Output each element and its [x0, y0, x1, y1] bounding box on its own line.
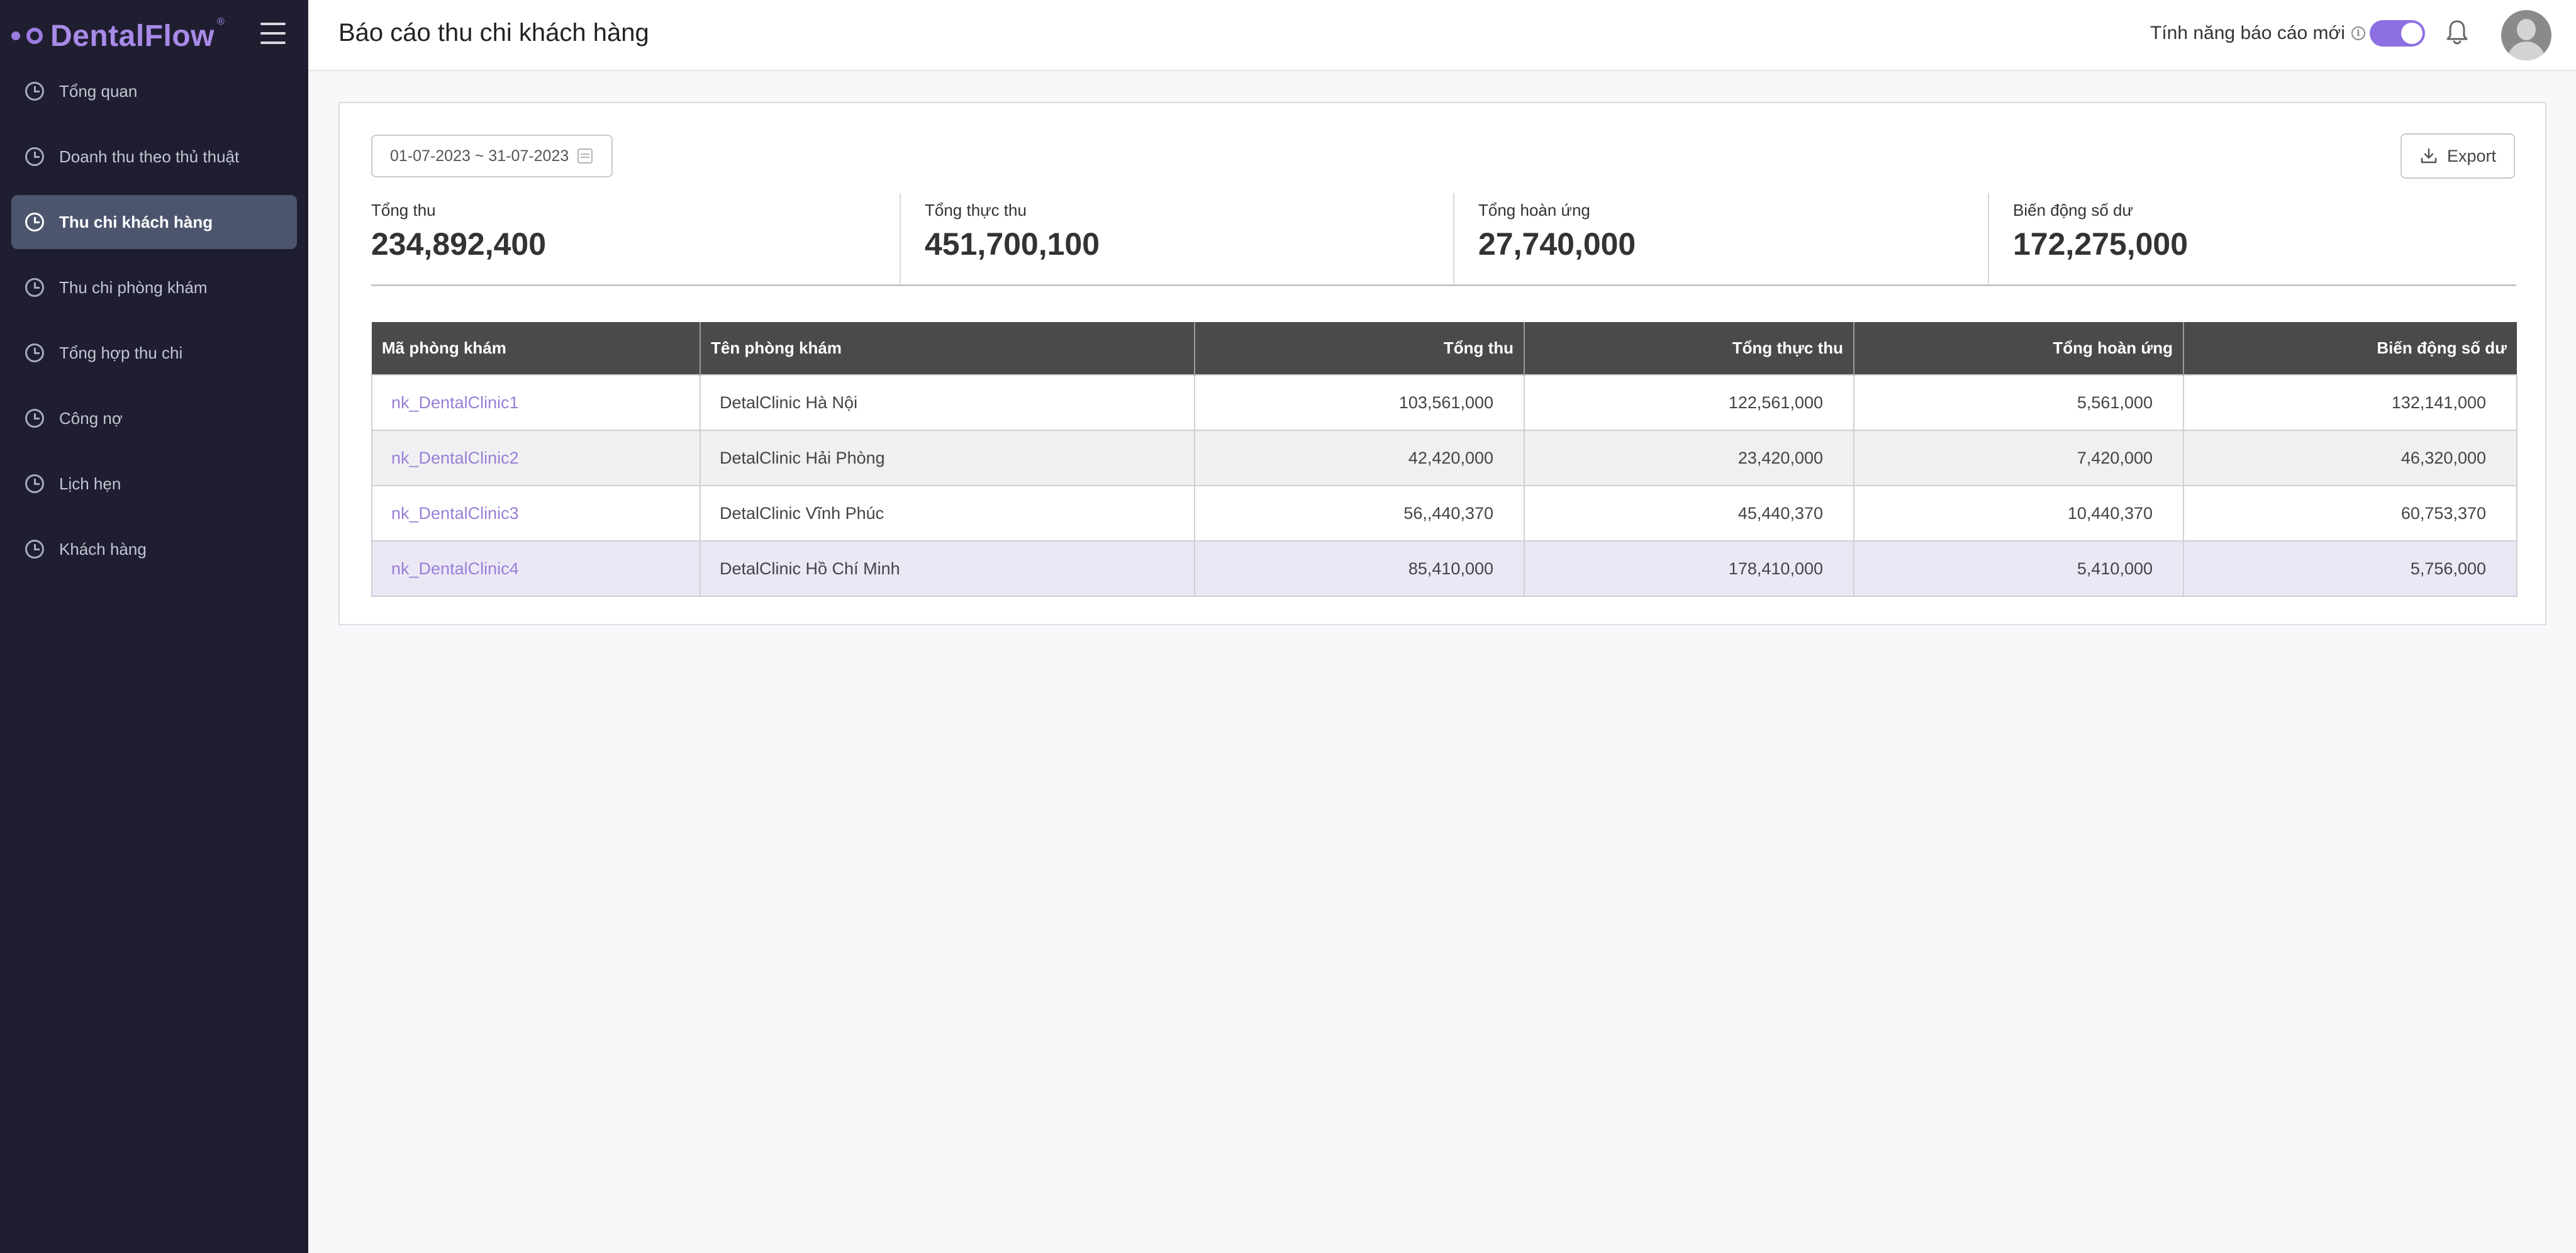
export-button[interactable]: Export	[2400, 133, 2515, 179]
sidebar-item-label: Khách hàng	[59, 539, 147, 559]
clock-icon	[25, 474, 44, 493]
stat-tong-hoan-ung: Tổng hoàn ứng 27,740,000	[1478, 188, 1982, 284]
user-avatar[interactable]	[2501, 10, 2551, 60]
column-header-ma-phong-kham[interactable]: Mã phòng khám	[372, 322, 701, 375]
stat-value: 27,740,000	[1478, 226, 1636, 262]
clinic-name: DetalClinic Vĩnh Phúc	[700, 485, 1195, 542]
column-header-bien-dong-so-du[interactable]: Biến động số dư	[2183, 322, 2517, 375]
stat-value: 234,892,400	[371, 226, 547, 262]
brand-name: DentalFlow	[50, 19, 215, 53]
info-icon[interactable]: i	[2351, 26, 2365, 40]
feature-label-text: Tính năng báo cáo mới	[2150, 23, 2345, 43]
stat-bien-dong-so-du: Biến động số dư 172,275,000	[2013, 188, 2516, 284]
sidebar-item-khach-hang[interactable]: Khách hàng	[11, 522, 297, 576]
sidebar-item-tong-quan[interactable]: Tổng quan	[11, 64, 297, 118]
sidebar-item-label: Lịch hẹn	[59, 474, 121, 493]
sidebar-item-label: Tổng quan	[59, 81, 138, 101]
sidebar-item-thu-chi-khach-hang[interactable]: Thu chi khách hàng	[11, 195, 297, 249]
cell-bien-dong-so-du: 60,753,370	[2183, 485, 2517, 542]
stat-label: Tổng thực thu	[925, 201, 1027, 220]
cell-tong-thu: 85,410,000	[1194, 540, 1525, 597]
sidebar-nav: Tổng quan Doanh thu theo thủ thuật Thu c…	[11, 64, 297, 588]
download-icon	[2421, 148, 2437, 164]
stat-value: 451,700,100	[925, 226, 1100, 262]
cell-bien-dong-so-du: 132,141,000	[2183, 374, 2517, 431]
sidebar-item-tong-hop-thu-chi[interactable]: Tổng hợp thu chi	[11, 326, 297, 380]
sidebar-item-doanh-thu-theo-thu-thuat[interactable]: Doanh thu theo thủ thuật	[11, 130, 297, 184]
column-header-ten-phong-kham[interactable]: Tên phòng khám	[700, 322, 1195, 375]
clock-icon	[25, 540, 44, 559]
stat-tong-thuc-thu: Tổng thực thu 451,700,100	[925, 188, 1453, 284]
clock-icon	[25, 82, 44, 101]
stat-divider	[900, 193, 901, 284]
cell-tong-hoan-ung: 7,420,000	[1853, 430, 2184, 486]
sidebar-item-label: Doanh thu theo thủ thuật	[59, 147, 240, 166]
cell-tong-thu: 103,561,000	[1194, 374, 1525, 431]
stat-value: 172,275,000	[2013, 226, 2188, 262]
sidebar-item-label: Thu chi khách hàng	[59, 212, 213, 231]
sidebar-item-label: Thu chi phòng khám	[59, 277, 208, 297]
clock-icon	[25, 409, 44, 428]
column-header-tong-thuc-thu[interactable]: Tổng thực thu	[1524, 322, 1854, 375]
brand-registered-mark: ®	[217, 16, 225, 27]
hamburger-menu-icon[interactable]	[260, 23, 286, 44]
column-header-tong-thu[interactable]: Tổng thu	[1195, 322, 1525, 375]
table-row: nk_DentalClinic1 DetalClinic Hà Nội 103,…	[371, 374, 2517, 431]
clinic-table: Mã phòng khám Tên phòng khám Tổng thu Tổ…	[371, 322, 2517, 597]
stat-label: Biến động số dư	[2013, 201, 2133, 220]
table-header-row: Mã phòng khám Tên phòng khám Tổng thu Tổ…	[372, 322, 2517, 375]
cell-bien-dong-so-du: 46,320,000	[2183, 430, 2517, 486]
clinic-name: DetalClinic Hà Nội	[700, 374, 1195, 431]
stat-tong-thu: Tổng thu 234,892,400	[371, 188, 900, 284]
stat-divider	[1453, 193, 1454, 284]
clinic-code-link[interactable]: nk_DentalClinic4	[371, 540, 701, 597]
report-card: 01-07-2023 ~ 31-07-2023 Export Tổng thu …	[338, 102, 2546, 625]
date-range-picker[interactable]: 01-07-2023 ~ 31-07-2023	[371, 135, 613, 177]
clinic-name: DetalClinic Hải Phòng	[700, 430, 1195, 486]
cell-tong-thuc-thu: 122,561,000	[1524, 374, 1854, 431]
table-row: nk_DentalClinic2 DetalClinic Hải Phòng 4…	[371, 430, 2517, 486]
sidebar-item-label: Tổng hợp thu chi	[59, 343, 183, 362]
new-report-toggle[interactable]	[2370, 20, 2425, 47]
clock-icon	[25, 343, 44, 362]
brand-logo[interactable]: DentalFlow ®	[11, 14, 225, 58]
sidebar-item-lich-hen[interactable]: Lịch hẹn	[11, 457, 297, 511]
cell-tong-hoan-ung: 5,410,000	[1853, 540, 2184, 597]
table-row: nk_DentalClinic3 DetalClinic Vĩnh Phúc 5…	[371, 485, 2517, 542]
clock-icon	[25, 147, 44, 166]
cell-tong-hoan-ung: 5,561,000	[1853, 374, 2184, 431]
cell-tong-thu: 56,,440,370	[1194, 485, 1525, 542]
sidebar-item-thu-chi-phong-kham[interactable]: Thu chi phòng khám	[11, 260, 297, 315]
clock-icon	[25, 213, 44, 231]
page-title: Báo cáo thu chi khách hàng	[338, 19, 649, 47]
cell-tong-thuc-thu: 45,440,370	[1524, 485, 1854, 542]
date-range-value: 01-07-2023 ~ 31-07-2023	[390, 147, 569, 165]
new-report-feature-label: Tính năng báo cáo mới i	[2150, 23, 2365, 44]
column-header-tong-hoan-ung[interactable]: Tổng hoàn ứng	[1854, 322, 2184, 375]
clinic-code-link[interactable]: nk_DentalClinic3	[371, 485, 701, 542]
export-label: Export	[2446, 146, 2497, 165]
cell-tong-thuc-thu: 23,420,000	[1524, 430, 1854, 486]
clinic-code-link[interactable]: nk_DentalClinic1	[371, 374, 701, 431]
clinic-code-link[interactable]: nk_DentalClinic2	[371, 430, 701, 486]
stat-label: Tổng hoàn ứng	[1478, 201, 1590, 220]
stat-divider	[1988, 193, 1989, 284]
cell-bien-dong-so-du: 5,756,000	[2183, 540, 2517, 597]
cell-tong-thuc-thu: 178,410,000	[1524, 540, 1854, 597]
sidebar-item-label: Công nợ	[59, 408, 123, 428]
sidebar-item-cong-no[interactable]: Công nợ	[11, 391, 297, 445]
cell-tong-thu: 42,420,000	[1194, 430, 1525, 486]
table-row: nk_DentalClinic4 DetalClinic Hồ Chí Minh…	[371, 540, 2517, 597]
cell-tong-hoan-ung: 10,440,370	[1853, 485, 2184, 542]
sidebar: DentalFlow ® Tổng quan Doanh thu theo th…	[0, 0, 308, 1253]
calendar-icon	[577, 148, 593, 164]
summary-stats: Tổng thu 234,892,400 Tổng thực thu 451,7…	[371, 188, 2516, 286]
top-header: Báo cáo thu chi khách hàng Tính năng báo…	[308, 0, 2576, 71]
clinic-name: DetalClinic Hồ Chí Minh	[700, 540, 1195, 597]
clock-icon	[25, 278, 44, 297]
stat-label: Tổng thu	[371, 201, 436, 220]
bell-icon[interactable]	[2446, 19, 2468, 47]
logo-mark-icon	[11, 28, 43, 44]
